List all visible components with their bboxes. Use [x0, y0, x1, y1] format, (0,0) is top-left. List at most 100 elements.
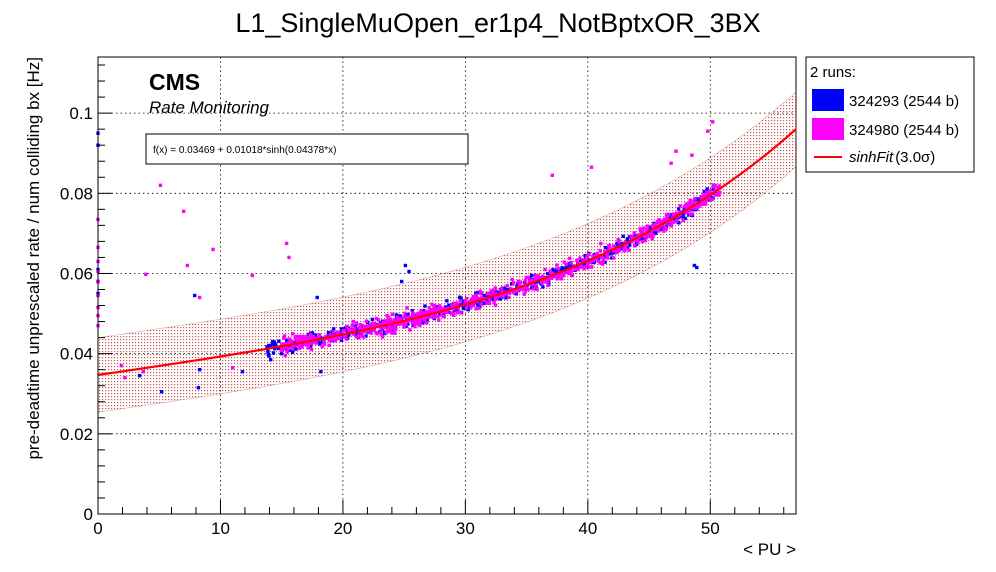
data-point	[706, 129, 710, 133]
data-point	[415, 312, 420, 316]
data-point	[699, 195, 703, 199]
data-point	[317, 333, 321, 337]
data-point	[641, 236, 645, 240]
data-point	[590, 265, 594, 269]
data-point	[481, 301, 486, 305]
data-point	[392, 326, 396, 330]
data-point	[332, 332, 336, 336]
x-tick-label: 20	[333, 519, 352, 538]
data-point	[423, 311, 427, 316]
data-point	[674, 211, 679, 215]
data-point	[546, 277, 551, 281]
data-point	[688, 204, 692, 208]
data-point	[711, 120, 715, 124]
data-point	[322, 339, 326, 343]
data-point	[704, 192, 708, 196]
data-point	[370, 317, 375, 322]
data-point	[595, 251, 600, 256]
data-point	[376, 318, 381, 322]
data-point	[681, 218, 685, 223]
data-point	[650, 237, 654, 241]
data-point	[360, 330, 364, 334]
data-point	[410, 311, 415, 315]
data-point	[702, 189, 707, 194]
data-point	[290, 332, 295, 336]
data-point	[286, 347, 291, 351]
data-point	[587, 260, 591, 265]
data-point	[313, 333, 318, 337]
data-point	[332, 327, 336, 331]
data-point	[524, 285, 528, 290]
data-point	[568, 264, 572, 268]
data-point	[682, 207, 686, 211]
data-point	[272, 343, 277, 347]
data-point	[288, 348, 292, 352]
y-tick-label: 0.02	[60, 425, 93, 444]
data-point	[599, 241, 603, 246]
data-point	[285, 349, 289, 354]
data-point	[596, 259, 600, 263]
data-point	[433, 315, 437, 319]
data-point	[379, 332, 383, 336]
data-point	[543, 278, 547, 282]
data-point	[342, 334, 346, 338]
data-point	[575, 258, 579, 263]
data-point	[379, 330, 383, 334]
legend-swatch-324980	[812, 118, 844, 140]
data-point	[610, 256, 614, 260]
data-point	[552, 274, 556, 279]
data-point	[551, 267, 555, 272]
data-point	[711, 184, 715, 188]
data-point	[442, 314, 446, 319]
data-point	[603, 260, 607, 264]
axes: 0 10 20 30 40 50 0 0.02 0.04 0.06 0.08 0.1	[60, 57, 796, 538]
data-point	[419, 308, 423, 313]
data-point	[698, 204, 702, 208]
data-point	[541, 285, 545, 289]
data-point	[622, 249, 626, 253]
data-point	[645, 224, 650, 228]
data-point	[661, 226, 665, 230]
data-point	[632, 231, 636, 235]
y-tick-label: 0	[84, 505, 93, 524]
data-point	[310, 334, 315, 339]
data-point	[584, 257, 588, 262]
data-point	[526, 275, 531, 279]
legend-header: 2 runs:	[810, 64, 856, 81]
data-point	[485, 292, 489, 296]
data-point	[530, 273, 534, 278]
data-point	[463, 307, 467, 311]
data-point	[288, 338, 292, 343]
data-point	[406, 322, 410, 326]
data-point	[357, 326, 362, 330]
data-point	[185, 263, 190, 268]
data-point	[365, 329, 370, 333]
data-point	[464, 306, 469, 310]
data-point	[556, 269, 561, 273]
data-point	[384, 331, 389, 335]
data-point	[705, 187, 709, 191]
data-point	[304, 336, 308, 341]
data-point	[451, 303, 455, 307]
data-point	[523, 289, 527, 294]
data-point	[297, 346, 301, 350]
data-point	[452, 311, 456, 315]
fit-formula-text: f(x) = 0.03469 + 0.01018*sinh(0.04378*x)	[153, 145, 336, 156]
x-tick-label: 30	[456, 519, 475, 538]
data-point	[273, 347, 277, 351]
data-point	[285, 338, 289, 342]
data-point	[344, 337, 349, 341]
data-point	[458, 299, 462, 303]
data-point	[300, 334, 305, 339]
data-point	[382, 330, 387, 335]
data-point	[688, 198, 692, 203]
data-point	[550, 173, 554, 177]
data-point	[495, 295, 499, 299]
data-point	[695, 206, 699, 210]
data-point	[425, 319, 429, 323]
data-point	[600, 262, 605, 266]
data-point	[692, 263, 697, 268]
data-point	[362, 329, 367, 334]
data-point	[495, 290, 500, 294]
data-point	[400, 279, 404, 284]
